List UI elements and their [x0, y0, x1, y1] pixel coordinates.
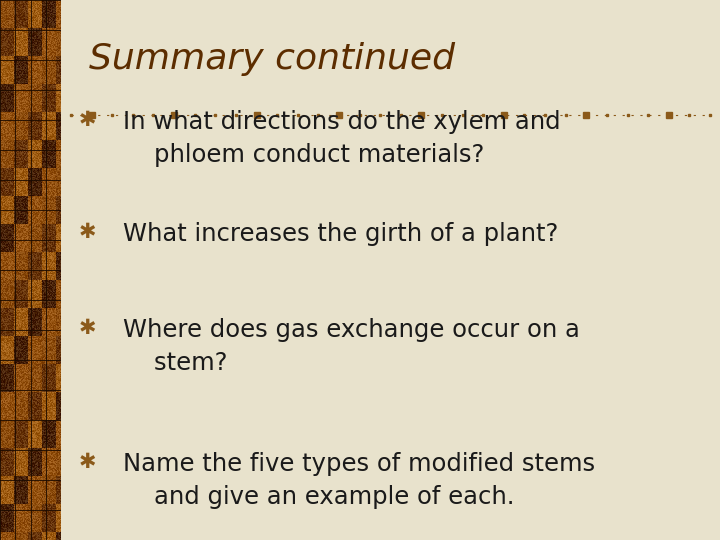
Text: ✱: ✱ [79, 110, 96, 130]
Text: ✱: ✱ [79, 222, 96, 242]
Text: In what directions do the xylem and
    phloem conduct materials?: In what directions do the xylem and phlo… [123, 110, 561, 166]
Text: Name the five types of modified stems
    and give an example of each.: Name the five types of modified stems an… [123, 452, 595, 509]
Text: ✱: ✱ [79, 452, 96, 472]
Text: What increases the girth of a plant?: What increases the girth of a plant? [123, 222, 559, 246]
Text: ✱: ✱ [79, 318, 96, 338]
Text: Summary continued: Summary continued [89, 42, 455, 76]
Text: Where does gas exchange occur on a
    stem?: Where does gas exchange occur on a stem? [123, 318, 580, 375]
